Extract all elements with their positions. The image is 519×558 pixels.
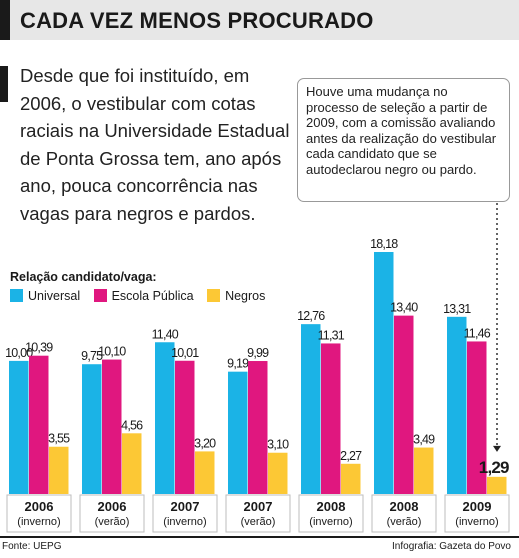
legend-item-negros: Negros [207,289,265,303]
bar-universal [374,252,394,494]
bar-escola-publica [394,315,414,494]
category-label-box [79,494,145,533]
category-period-label: (inverno) [455,516,498,528]
annotation-arrowhead [493,445,501,452]
bar-negros [122,433,142,494]
legend-swatch-universal [10,289,23,302]
category-year-label: 2007 [244,499,273,514]
chart-title: Relação candidato/vaga: [10,270,157,284]
data-label: 9,75 [81,349,103,363]
data-label: 3,20 [194,436,216,450]
title-bar: CADA VEZ MENOS PROCURADO [0,0,519,40]
bar-negros [414,447,434,494]
legend-item-universal: Universal [10,289,80,303]
data-label: 9,99 [247,346,269,360]
title-accent [0,0,10,40]
category-year-label: 2009 [463,499,492,514]
category-year-label: 2006 [25,499,54,514]
legend-label-universal: Universal [28,289,81,303]
legend-item-escola-publica: Escola Pública [93,289,194,303]
data-label: 18,18 [370,237,398,251]
data-label: 10,39 [25,341,53,355]
data-label: 4,56 [121,418,143,432]
category-period-label: (inverno) [163,516,206,528]
data-label: 3,55 [48,432,70,446]
data-label: 13,40 [390,301,418,315]
category-year-label: 2008 [317,499,346,514]
bar-universal [447,316,467,494]
bar-universal [301,324,321,494]
bar-escola-publica [467,341,487,494]
data-label: 9,19 [227,357,249,371]
category-period-label: (verão) [95,516,130,528]
legend-swatch-escola-publica [93,289,107,302]
footer-divider [0,536,519,538]
category-label-box [444,494,510,533]
legend-swatch-negros [207,289,221,302]
category-year-label: 2006 [98,499,127,514]
data-label: 3,10 [267,438,289,452]
bar-escola-publica [248,361,268,494]
data-label: 1,29 [479,458,509,477]
data-label: 10,01 [171,346,199,360]
data-label: 12,76 [297,309,325,323]
bar-universal [9,360,29,494]
bar-universal [155,342,175,494]
category-label-box [152,494,218,533]
bar-escola-publica [175,360,195,494]
bar-negros [195,451,215,494]
category-label-box [225,494,291,533]
legend-label-negros: Negros [225,289,266,303]
data-label: 10,00 [5,346,33,360]
category-year-label: 2008 [390,499,419,514]
data-label: 10,10 [98,345,126,359]
bar-universal [82,364,102,494]
chart-headline: CADA VEZ MENOS PROCURADO [20,8,374,33]
bar-negros [341,463,361,494]
category-label-box [6,494,72,533]
bar-universal [228,371,248,494]
bar-negros [268,452,288,494]
data-label: 13,31 [443,302,471,316]
bar-escola-publica [321,343,341,494]
intro-accent [0,66,8,102]
source-text: Fonte: UEPG [2,541,62,552]
category-label-box [298,494,364,533]
bar-negros [487,476,507,494]
category-period-label: (verão) [387,516,422,528]
legend: Universal Escola Pública Negros [10,289,275,303]
category-period-label: (inverno) [309,516,352,528]
data-label: 3,49 [413,433,435,447]
category-year-label: 2007 [171,499,200,514]
category-label-box [371,494,437,533]
bar-negros [49,446,69,494]
data-label: 11,40 [152,327,179,341]
category-period-label: (verão) [241,516,276,528]
data-label: 11,46 [464,326,491,340]
intro-text: Desde que foi instituído, em 2006, o ves… [20,65,290,224]
bar-escola-publica [102,359,122,494]
data-label: 11,31 [318,328,345,342]
bar-escola-publica [29,355,49,494]
legend-label-escola-publica: Escola Pública [111,289,194,303]
data-label: 2,27 [340,449,362,463]
annotation-box: Houve uma mudança no processo de seleção… [297,78,510,202]
category-period-label: (inverno) [17,516,60,528]
credit-text: Infografia: Gazeta do Povo [392,541,511,552]
